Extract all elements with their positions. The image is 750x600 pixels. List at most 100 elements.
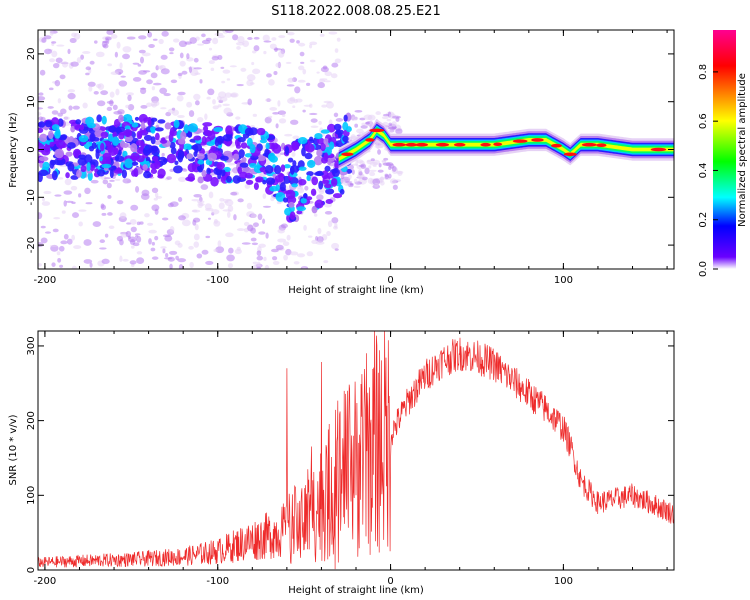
spectrogram-noise-blob xyxy=(384,173,389,177)
spectrogram-noise-blob xyxy=(296,40,300,44)
spectrogram-signal-blob xyxy=(290,165,295,175)
spectrogram-signal-blob xyxy=(210,176,219,187)
spectrogram-peak xyxy=(365,138,375,142)
spectrogram-noise-blob xyxy=(204,113,208,120)
spectrogram-noise-blob xyxy=(277,50,285,58)
spectrogram-noise-blob xyxy=(85,66,92,71)
spectrogram-noise-blob xyxy=(78,221,83,227)
spectrogram-noise-blob xyxy=(272,112,280,115)
spectrogram-noise-blob xyxy=(129,260,137,265)
spectrogram-noise-blob xyxy=(264,264,270,269)
spectrogram-signal-blob xyxy=(300,197,307,204)
spectrogram-noise-blob xyxy=(43,35,52,40)
spectrogram-noise-blob xyxy=(206,96,211,100)
spectrogram-noise-blob xyxy=(120,75,126,78)
spectrogram-noise-blob xyxy=(171,107,176,111)
spectrogram-noise-blob xyxy=(71,265,77,269)
spectrogram-noise-blob xyxy=(136,257,145,265)
spectrogram-noise-blob xyxy=(392,184,398,190)
spectrogram-noise-blob xyxy=(154,192,159,198)
spectrogram-signal-blob xyxy=(311,176,319,186)
spectrogram-noise-blob xyxy=(395,128,403,135)
spectrogram-signal-blob xyxy=(298,166,307,171)
spectrogram-noise-blob xyxy=(99,239,106,243)
spectrogram-signal-blob xyxy=(78,154,86,160)
spectrogram-noise-blob xyxy=(115,88,120,96)
spectrogram-signal-blob xyxy=(201,135,207,145)
spectrogram-noise-blob xyxy=(391,115,401,119)
spectrogram-noise-blob xyxy=(148,238,152,245)
spectrogram-signal-blob xyxy=(285,189,296,200)
spectrogram-signal-blob xyxy=(314,133,323,140)
spectrogram-y-axis-label: Frequency (Hz) xyxy=(8,112,19,188)
spectrogram-noise-blob xyxy=(160,107,167,110)
spectrogram-y-tick-label: 0 xyxy=(26,146,37,152)
spectrogram-noise-blob xyxy=(377,149,381,155)
spectrogram-noise-blob xyxy=(272,256,278,261)
spectrogram-noise-blob xyxy=(89,60,95,65)
spectrogram-signal-blob xyxy=(197,159,205,165)
spectrogram-noise-blob xyxy=(164,235,173,242)
colorbar-tick-label: 0.0 xyxy=(698,261,709,277)
spectrogram-noise-blob xyxy=(224,30,234,34)
spectrogram-noise-blob xyxy=(108,225,115,230)
spectrogram-signal-blob xyxy=(329,141,335,150)
spectrogram-noise-blob xyxy=(280,223,288,229)
spectrogram-noise-blob xyxy=(383,157,389,161)
spectrogram-signal-blob xyxy=(154,132,160,141)
spectrogram-signal-blob xyxy=(283,197,289,203)
spectrogram-signal-blob xyxy=(274,174,284,183)
spectrogram-noise-blob xyxy=(282,241,290,247)
spectrogram-noise-blob xyxy=(243,221,250,227)
spectrogram-noise-blob xyxy=(220,66,225,70)
figure-title: S118.2022.008.08.25.E21 xyxy=(271,4,440,19)
colorbar-tick-label: 0.8 xyxy=(698,64,709,80)
spectrogram-noise-blob xyxy=(208,191,214,199)
spectrogram-signal-blob xyxy=(244,172,253,179)
spectrogram-noise-blob xyxy=(130,204,139,211)
spectrogram-noise-blob xyxy=(227,263,234,269)
spectrogram-noise-blob xyxy=(225,232,234,238)
spectrogram-noise-blob xyxy=(223,200,229,203)
spectrogram-signal-blob xyxy=(96,169,106,177)
spectrogram-noise-blob xyxy=(162,248,166,254)
spectrogram-noise-blob xyxy=(368,165,372,169)
spectrogram-noise-blob xyxy=(226,78,231,81)
spectrogram-noise-blob xyxy=(247,37,253,40)
spectrogram-noise-blob xyxy=(334,222,338,229)
spectrogram-noise-blob xyxy=(52,63,60,69)
spectrogram-noise-blob xyxy=(379,176,384,183)
spectrogram-noise-blob xyxy=(116,41,121,49)
spectrogram-signal-blob xyxy=(325,199,334,205)
spectrogram-y-tick-label: -20 xyxy=(26,237,37,253)
snr-y-tick-label: 100 xyxy=(26,486,37,505)
spectrogram-signal-blob xyxy=(131,161,139,166)
spectrogram-noise-blob xyxy=(309,41,318,46)
spectrogram-noise-blob xyxy=(130,226,137,233)
spectrogram-signal-blob xyxy=(134,116,140,121)
spectrogram-noise-blob xyxy=(388,173,392,179)
spectrogram-noise-blob xyxy=(275,244,284,251)
spectrogram-noise-blob xyxy=(218,91,227,99)
spectrogram-noise-blob xyxy=(348,174,352,180)
spectrogram-noise-blob xyxy=(326,231,331,237)
spectrogram-signal-blob xyxy=(304,143,315,153)
spectrogram-noise-blob xyxy=(256,266,261,269)
spectrogram-noise-blob xyxy=(38,96,46,101)
spectrogram-noise-blob xyxy=(63,233,69,240)
spectrogram-noise-blob xyxy=(189,37,197,44)
spectrogram-signal-blob xyxy=(65,151,73,157)
spectrogram-noise-blob xyxy=(110,34,118,39)
spectrogram-noise-blob xyxy=(78,193,82,198)
spectrogram-noise-blob xyxy=(372,178,381,186)
spectrogram-noise-blob xyxy=(71,234,76,241)
spectrogram-noise-blob xyxy=(232,34,239,41)
spectrogram-noise-blob xyxy=(309,44,313,49)
spectrogram-signal-blob xyxy=(296,206,307,212)
spectrogram-noise-blob xyxy=(236,228,245,232)
spectrogram-noise-blob xyxy=(127,94,132,102)
spectrogram-noise-blob xyxy=(119,255,123,262)
spectrogram-noise-blob xyxy=(151,256,159,260)
spectrogram-noise-blob xyxy=(101,258,110,265)
